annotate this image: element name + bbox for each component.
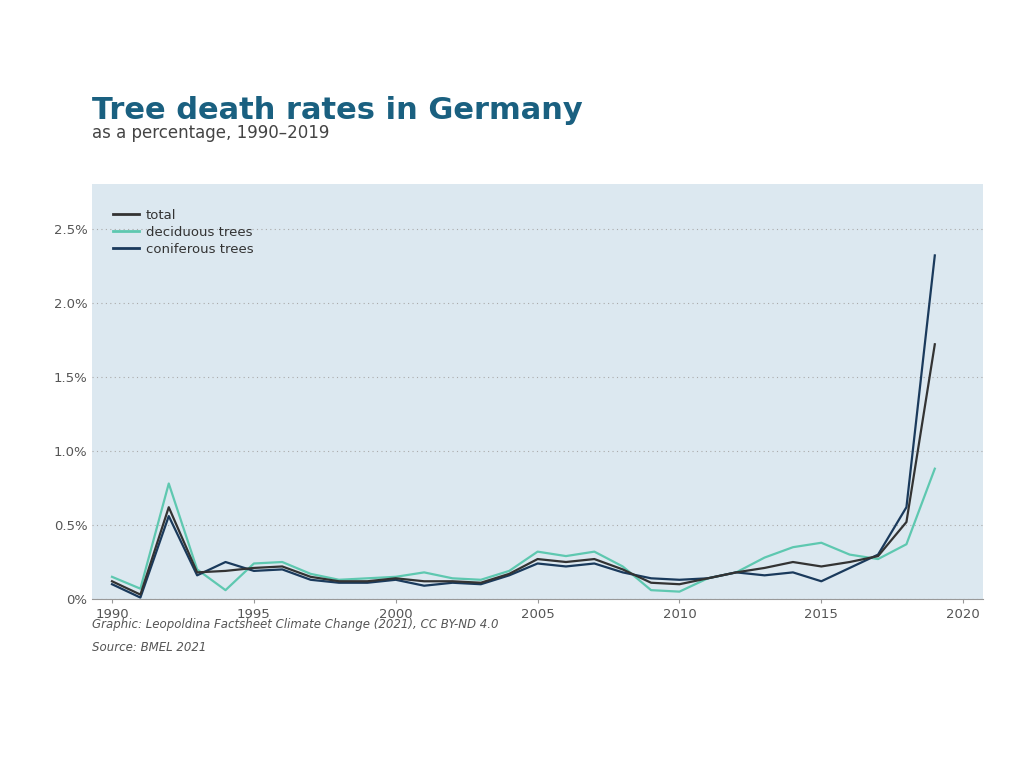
Text: Version 1.1, October 2021: Version 1.1, October 2021 [819,730,993,743]
Legend: total, deciduous trees, coniferous trees: total, deciduous trees, coniferous trees [108,204,259,261]
Text: Source: BMEL 2021: Source: BMEL 2021 [92,641,207,654]
Text: Tree death rates in Germany: Tree death rates in Germany [92,96,583,125]
Text: Graphic: Leopoldina Factsheet Climate Change (2021), CC BY-ND 4.0: Graphic: Leopoldina Factsheet Climate Ch… [92,618,499,631]
Text: as a percentage, 1990–2019: as a percentage, 1990–2019 [92,124,330,142]
Text: Leopoldina factsheet climate change: causes, consequences and possible actions: Leopoldina factsheet climate change: cau… [31,730,577,743]
